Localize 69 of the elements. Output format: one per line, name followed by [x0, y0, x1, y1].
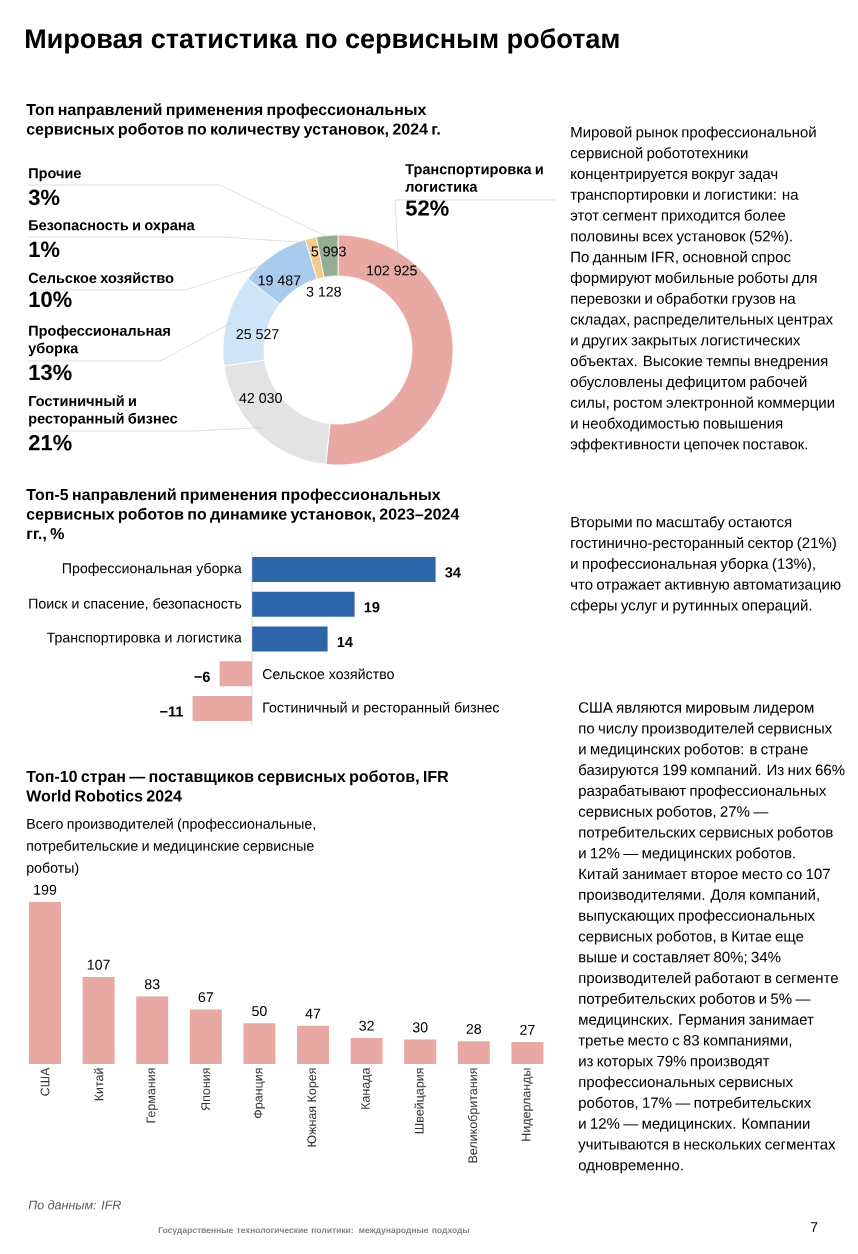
data-label: 42 030 [239, 393, 282, 404]
chart-title: Топ направлений применения профессиональных сервисных роботов по количеству установок, 2024 г. [26, 103, 440, 138]
x-tick-label: Швейцария [414, 1068, 427, 1134]
data-label: 199 [34, 884, 57, 895]
data-label: 102 925 [367, 265, 417, 276]
text: По данным: IFR [28, 1200, 121, 1210]
data-label: −6 [194, 671, 210, 682]
text: 10% [29, 291, 72, 308]
bar [136, 996, 169, 1064]
data-label: 107 [87, 959, 110, 970]
y-tick-label: Профессиональная уборка [62, 562, 242, 577]
x-tick-label: США [40, 1067, 50, 1096]
data-label: 50 [252, 1006, 267, 1017]
bar [252, 626, 328, 652]
text: 3% [28, 189, 60, 206]
data-label: 67 [198, 992, 213, 1003]
slice-label: Безопасность и охрана [29, 220, 195, 234]
text: Мировая статистика по сервисным роботам [26, 28, 619, 54]
chart-title: Топ-10 стран — поставщиков сервисных роботов, IFR World Robotics 2024 [26, 770, 449, 802]
data-label: 27 [520, 1024, 535, 1035]
slice-label: Сельское хозяйство [28, 272, 174, 284]
slice-label: Прочие [29, 168, 81, 182]
data-label: 28 [466, 1023, 482, 1035]
text: Вторыми по масштабу остаются гостинично-ресторанный сектор (21%) и профессиональная уборка (13%), что отражает активную автоматизацию сферы услуг и рутинных операций. [570, 516, 841, 614]
x-tick-label: Китай [93, 1068, 104, 1101]
text: Государственные технологические политики: международные подходы [158, 1227, 470, 1235]
data-label: 83 [144, 979, 160, 990]
bar [189, 1009, 222, 1064]
data-label: 32 [359, 1020, 374, 1031]
bar [457, 1041, 490, 1064]
x-tick-label: Великобритания [467, 1068, 480, 1163]
x-tick-label: Южная Корея [307, 1068, 319, 1147]
chart-title: Топ-5 направлений применения профессиональных сервисных роботов по динамике установок, 2023–2024 гг., % [26, 488, 460, 542]
text: 1% [29, 241, 60, 258]
x-tick-label: Франция [253, 1068, 266, 1119]
x-tick-label: Япония [201, 1068, 211, 1111]
bar [29, 902, 61, 1064]
text: 21% [28, 434, 72, 451]
data-label: 3 128 [306, 286, 341, 297]
data-label: 25 527 [236, 329, 279, 340]
data-label: 30 [412, 1022, 428, 1033]
x-tick-label: Канада [361, 1067, 373, 1109]
bar [404, 1039, 437, 1064]
bar [511, 1042, 544, 1064]
bar [82, 976, 115, 1064]
y-tick-label: Транспортировка и логистика [46, 632, 242, 646]
y-tick-label: Поиск и спасение, безопасность [29, 598, 242, 611]
bar [252, 591, 355, 617]
text: 13% [29, 364, 72, 381]
data-label: 47 [305, 1008, 321, 1019]
data-label: 34 [445, 567, 461, 578]
bar [350, 1037, 383, 1064]
x-tick-label: Германия [146, 1068, 158, 1123]
bar [297, 1025, 329, 1064]
x-tick-label: Нидерланды [521, 1068, 533, 1141]
data-label: 14 [337, 637, 353, 647]
text: Мировой рынок профессиональной сервисной робототехники концентрируется вокруг задач транспортировки и логистики: на этот сегмент приходится более половины всех установок (52%). По данным IFR, основной спрос формируют мобильные роботы для перевозки и обработки грузов на складах, распределительных центрах и других закрытых логистических объектах. Высокие темпы внедрения обусловлены дефицитом рабочей силы, ростом электронной коммерции и необходимостью повышения эффективности цепочек поставок. [570, 126, 835, 453]
data-label: −11 [160, 706, 183, 717]
bar [192, 696, 252, 722]
bar [219, 661, 252, 687]
data-label: 19 [364, 602, 380, 613]
text: 52% [405, 200, 449, 216]
chart-subtitle: Всего производителей (профессиональные, потребительские и медицинские сервисные роботы) [27, 818, 315, 876]
data-label: 19 487 [258, 275, 301, 286]
text: США являются мировым лидером по числу производителей сервисных и медицинских роботов: в стране базируются 199 компаний. Из них 66% разрабатывают профессиональных сервисных роботов, 27% — потребительских сервисных роботов и 12% — медицинских роботов. Китай занимает второе место со 107 производителями. Доля компаний, выпускающих профессиональных сервисных роботов, в Китае еще выше и составляет 80%; 34% производителей работают в сегменте потребительских роботов и 5% — медицинских. Германия занимает третье место с 83 компаниями, из которых 79% производят профессиональных сервисных роботов, 17% — потребительских и 12% — медицинских. Компании учитываются в нескольких сегментах одновременно. [578, 702, 845, 1174]
slice-label: Транспортировка и логистика [405, 164, 543, 192]
bar [243, 1023, 276, 1064]
text: 7 [810, 1222, 818, 1232]
bar [252, 556, 436, 582]
